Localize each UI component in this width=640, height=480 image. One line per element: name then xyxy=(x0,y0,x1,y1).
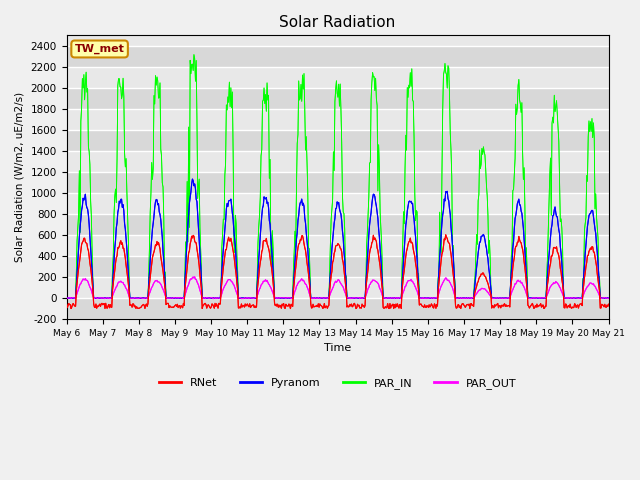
Bar xyxy=(67,193,609,214)
Text: TW_met: TW_met xyxy=(75,44,125,54)
Bar xyxy=(67,214,609,235)
Legend: RNet, Pyranom, PAR_IN, PAR_OUT: RNet, Pyranom, PAR_IN, PAR_OUT xyxy=(154,373,521,393)
Bar xyxy=(67,298,609,319)
Bar xyxy=(67,256,609,277)
Y-axis label: Solar Radiation (W/m2, uE/m2/s): Solar Radiation (W/m2, uE/m2/s) xyxy=(15,92,25,262)
Bar xyxy=(67,67,609,88)
Bar xyxy=(67,235,609,256)
X-axis label: Time: Time xyxy=(324,343,351,353)
Bar xyxy=(67,277,609,298)
Bar xyxy=(67,130,609,151)
Bar xyxy=(67,46,609,67)
Bar xyxy=(67,88,609,109)
Bar xyxy=(67,172,609,193)
Bar xyxy=(67,109,609,130)
Bar xyxy=(67,151,609,172)
Title: Solar Radiation: Solar Radiation xyxy=(280,15,396,30)
